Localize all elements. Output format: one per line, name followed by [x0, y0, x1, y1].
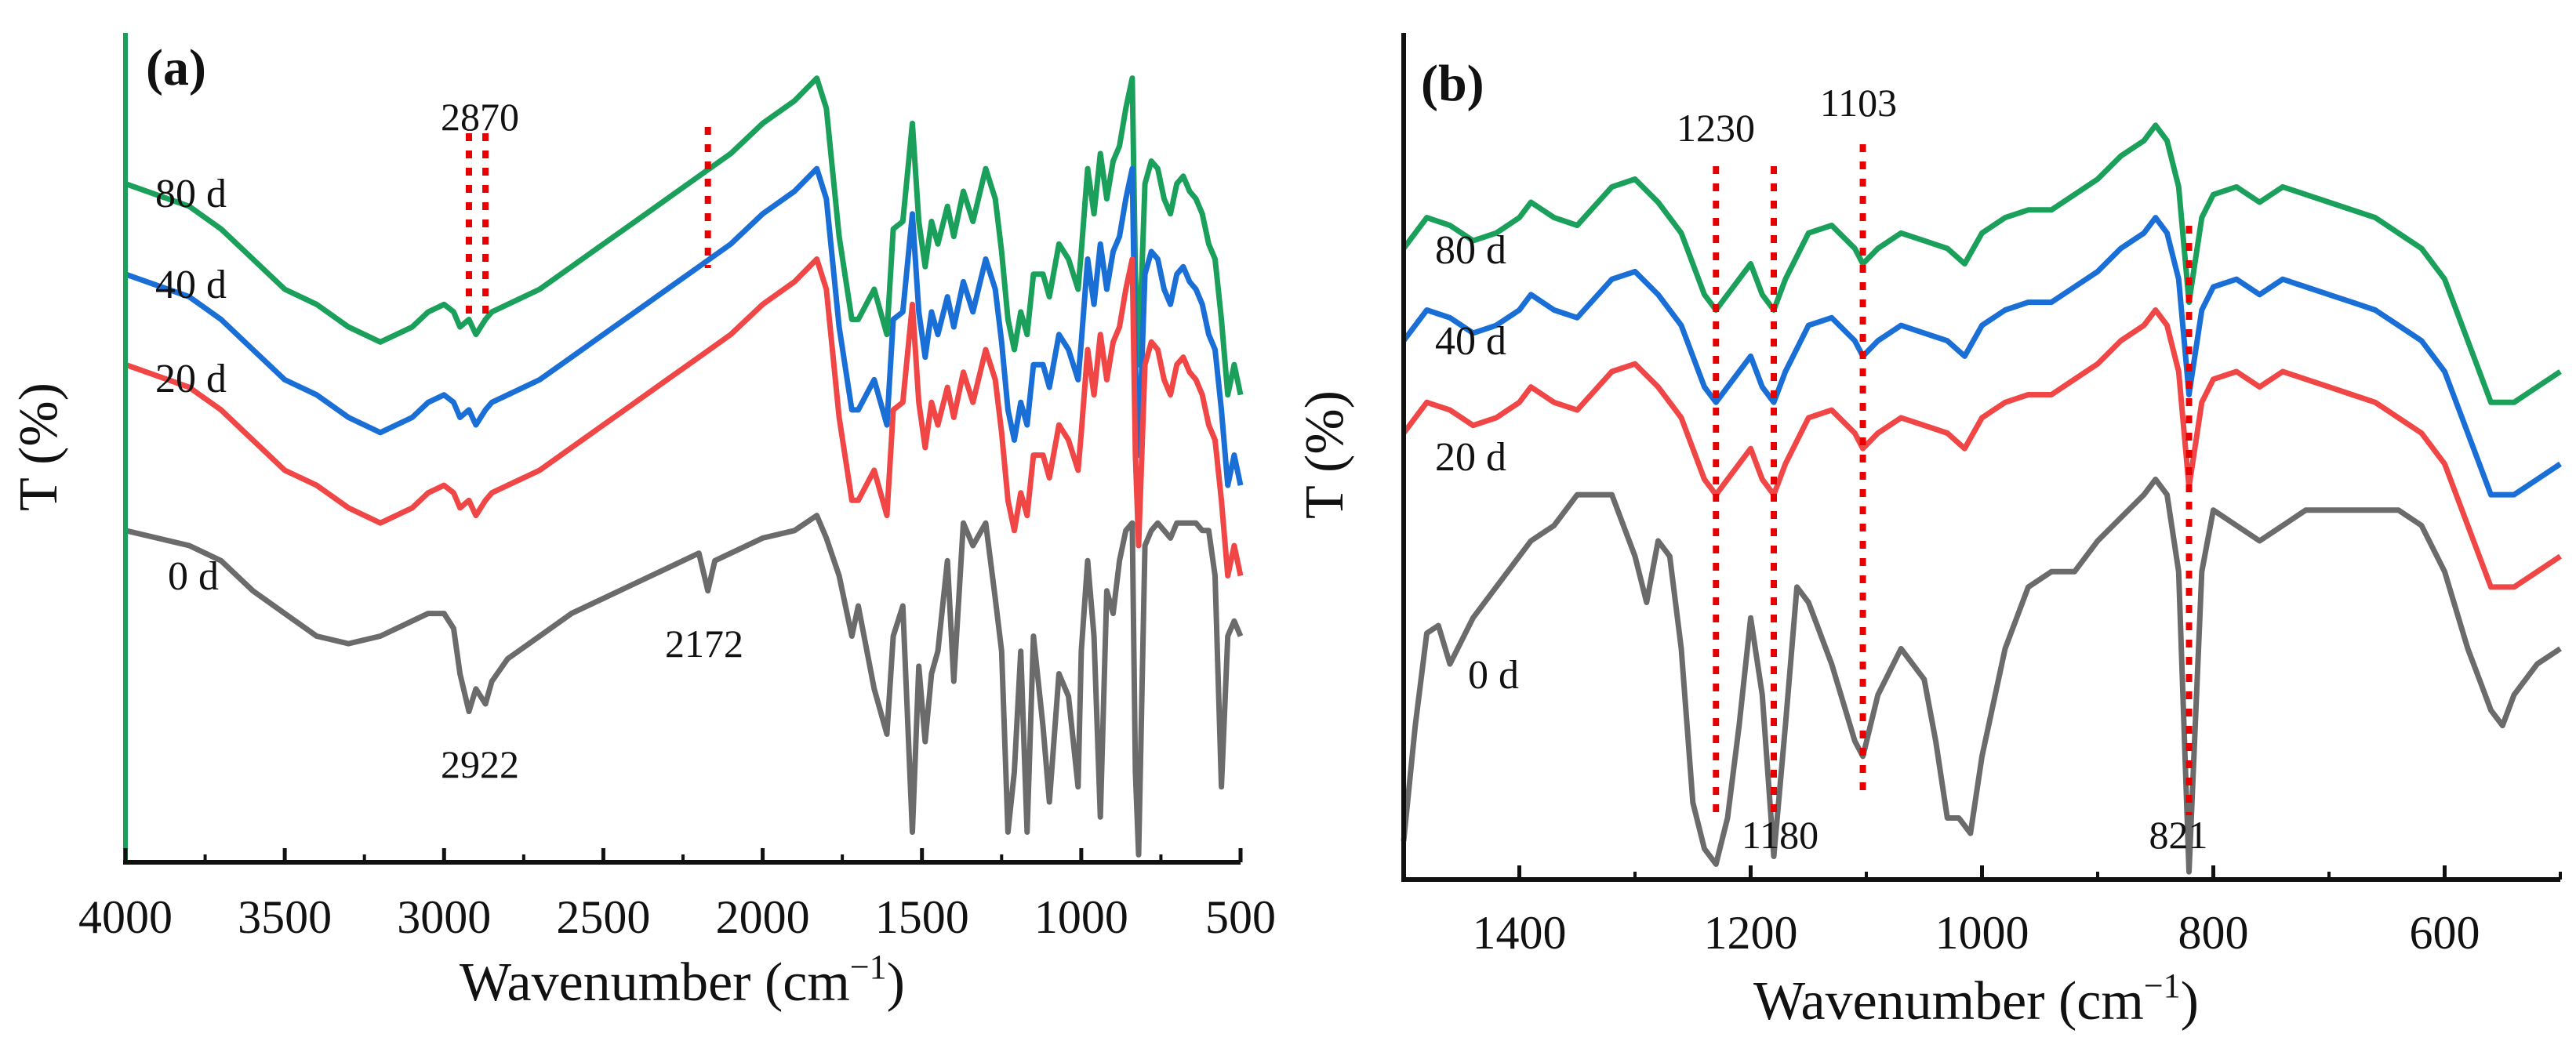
series-label-0d: 0 d — [1468, 653, 1519, 698]
series-label-40d: 40 d — [1435, 319, 1506, 364]
x-tick-label-1200: 1200 — [1704, 907, 1798, 959]
panel-a: (a) 80 d 40 d 20 d 0 d 2870 2922 2172 4000 3500… — [9, 33, 1276, 1013]
series-line-20d — [1401, 307, 2562, 590]
x-tick-label-1000: 1000 — [1935, 907, 2029, 959]
panel-b-y-axis-title: T (%) — [1295, 390, 1355, 519]
x-tick-label-1500: 1500 — [875, 891, 969, 943]
series-line-20d — [124, 256, 1244, 579]
annotation-2922: 2922 — [441, 742, 519, 786]
series-line-40d — [1401, 215, 2562, 498]
x-tick-label-1400: 1400 — [1473, 907, 1567, 959]
panel-a-x-axis-title: Wavenumber (cm−1) — [460, 948, 905, 1013]
panel-b-plot-area: 80 d 40 d 20 d 0 d 1230 1103 1180 821 — [1401, 81, 2562, 875]
series-label-40d: 40 d — [155, 263, 227, 307]
series-label-80d: 80 d — [155, 172, 227, 216]
panel-a-x-ticks: 4000 3500 3000 2500 2000 1500 1000 500 — [78, 848, 1276, 943]
x-tick-label-3500: 3500 — [238, 891, 332, 943]
panel-a-plot-area: 80 d 40 d 20 d 0 d 2870 2922 2172 — [124, 75, 1244, 858]
series-label-20d: 20 d — [1435, 435, 1506, 480]
x-tick-label-1000: 1000 — [1034, 891, 1128, 943]
annotation-1230: 1230 — [1677, 106, 1755, 150]
series-line-80d — [1401, 122, 2562, 405]
annotation-1180: 1180 — [1742, 813, 1818, 857]
series-line-0d — [125, 513, 1244, 858]
x-tick-label-600: 600 — [2410, 907, 2480, 959]
series-label-0d: 0 d — [168, 554, 219, 599]
annotation-2172: 2172 — [665, 622, 743, 666]
x-tick-label-500: 500 — [1205, 891, 1276, 943]
series-line-40d — [124, 165, 1244, 488]
series-label-20d: 20 d — [155, 357, 227, 401]
panel-b-x-axis-title: Wavenumber (cm−1) — [1753, 967, 2199, 1032]
x-tick-label-3000: 3000 — [397, 891, 491, 943]
x-tick-label-2500: 2500 — [556, 891, 650, 943]
panel-b-label: (b) — [1421, 55, 1484, 112]
x-tick-label-2000: 2000 — [716, 891, 810, 943]
annotation-2870: 2870 — [441, 95, 519, 139]
panel-a-y-axis-title: T (%) — [9, 383, 69, 511]
x-tick-label-800: 800 — [2178, 907, 2249, 959]
panel-b-x-ticks: 1400 1200 1000 800 600 — [1402, 865, 2562, 959]
annotation-821: 821 — [2149, 813, 2208, 857]
series-label-80d: 80 d — [1435, 228, 1506, 273]
x-tick-label-4000: 4000 — [78, 891, 173, 943]
series-line-80d — [124, 75, 1244, 398]
series-line-0d — [1401, 477, 2562, 875]
annotation-1103: 1103 — [1820, 81, 1897, 125]
panel-a-label: (a) — [146, 39, 206, 96]
